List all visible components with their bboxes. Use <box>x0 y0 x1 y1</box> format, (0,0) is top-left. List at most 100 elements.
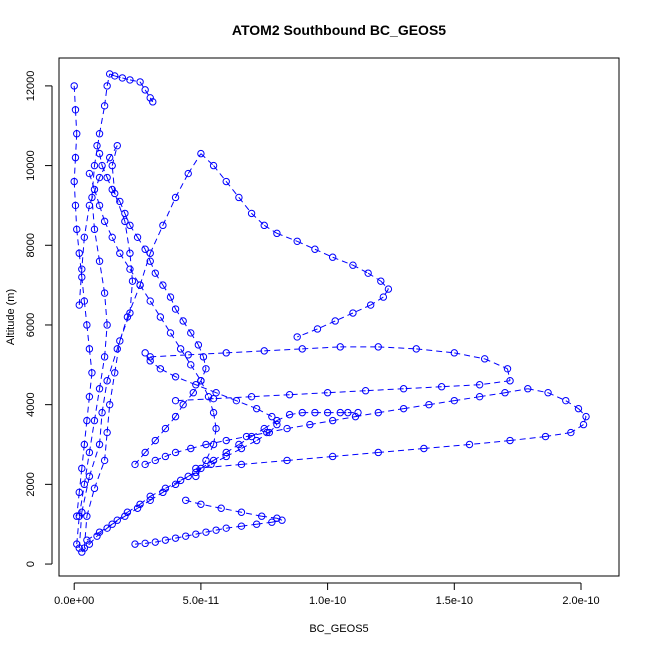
data-point <box>399 404 408 413</box>
data-point <box>179 317 187 325</box>
data-point <box>166 293 175 301</box>
data-point <box>247 209 256 218</box>
data-point <box>75 488 83 497</box>
data-point <box>351 412 360 421</box>
series-6-segment <box>271 416 278 425</box>
data-point <box>252 436 261 445</box>
series-1-segment <box>380 280 389 290</box>
data-point <box>136 78 144 86</box>
series-10-segment <box>81 277 85 302</box>
series-10-segment <box>78 468 83 493</box>
series-1-segment <box>88 444 101 477</box>
series-6-segment <box>268 424 278 433</box>
data-point <box>161 484 170 493</box>
series-4-segment <box>137 499 151 509</box>
series-10-segment <box>88 372 93 397</box>
series-2-segment <box>144 459 156 465</box>
series-9-segment <box>170 296 177 310</box>
series-1-segment <box>367 272 382 282</box>
series-7-segment <box>155 539 166 543</box>
series-5-segment <box>76 516 80 545</box>
data-point <box>85 448 94 457</box>
data-point <box>192 530 200 538</box>
series-4-segment <box>289 412 303 416</box>
data-point <box>293 237 301 245</box>
x-axis-label: BC_GEOS5 <box>309 623 368 635</box>
series-6-segment <box>149 360 161 370</box>
series-2-segment <box>332 451 379 457</box>
data-point <box>123 508 132 516</box>
series-1-segment <box>101 380 108 413</box>
series-2-segment <box>378 447 424 453</box>
data-point <box>222 436 230 445</box>
series-9-segment <box>137 237 146 250</box>
data-point <box>179 400 187 409</box>
data-point <box>133 233 142 242</box>
data-point <box>100 353 109 361</box>
series-2-segment <box>165 452 176 457</box>
data-point <box>85 392 94 401</box>
data-point <box>146 94 154 102</box>
data-point <box>194 341 203 349</box>
series-5-segment <box>104 324 108 357</box>
data-point <box>260 221 268 230</box>
data-point <box>475 381 484 389</box>
data-point <box>73 225 81 234</box>
series-0-segment <box>129 253 133 282</box>
series-4-segment <box>225 444 240 453</box>
data-point <box>209 161 218 170</box>
data-point <box>232 396 241 405</box>
data-point <box>78 265 86 273</box>
data-point <box>103 173 111 182</box>
data-point <box>260 424 268 433</box>
series-0-segment <box>106 404 111 433</box>
series-1-segment <box>382 288 389 298</box>
series-7-segment <box>134 542 146 545</box>
data-point <box>374 408 382 417</box>
series-2-segment <box>428 400 455 406</box>
data-point <box>328 452 337 461</box>
series-2-segment <box>423 444 470 449</box>
data-point <box>100 289 109 297</box>
data-point <box>197 149 205 158</box>
series-0-segment <box>81 237 85 270</box>
data-point <box>88 369 96 377</box>
data-point <box>323 389 332 397</box>
data-point <box>235 440 243 449</box>
series-3-segment <box>150 354 189 358</box>
series-2-segment <box>583 416 587 425</box>
series-3-segment <box>403 386 442 390</box>
data-point <box>574 404 583 413</box>
data-point <box>313 325 322 333</box>
series-2-segment <box>578 408 587 417</box>
data-point <box>126 265 134 273</box>
data-point <box>212 424 220 433</box>
series-3-segment <box>484 358 508 370</box>
series-10-segment <box>73 181 76 206</box>
series-0-segment <box>109 372 116 405</box>
series-2-segment <box>509 436 546 442</box>
series-2-segment <box>175 448 191 453</box>
series-5-segment <box>78 484 85 517</box>
data-point <box>202 528 210 536</box>
series-0-segment <box>114 340 121 373</box>
data-point <box>425 400 433 409</box>
series-5-segment <box>104 293 108 326</box>
data-point <box>171 534 180 542</box>
data-point <box>131 540 139 548</box>
series-1-segment <box>370 296 384 306</box>
data-point <box>202 456 210 465</box>
series-4-segment <box>86 531 100 541</box>
series-10-segment <box>74 205 78 230</box>
series-9-segment <box>99 153 103 166</box>
data-point <box>111 72 119 80</box>
series-2-segment <box>309 420 333 426</box>
data-point <box>156 365 165 373</box>
data-point <box>349 261 357 269</box>
data-point <box>344 408 352 417</box>
data-point <box>181 496 190 504</box>
data-point <box>151 436 159 445</box>
data-point <box>85 345 94 353</box>
data-point <box>192 381 200 389</box>
data-point <box>273 514 281 522</box>
